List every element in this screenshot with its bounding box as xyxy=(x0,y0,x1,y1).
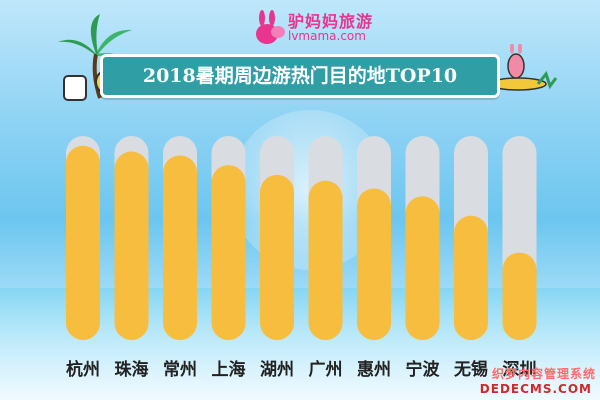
brand-domain: lvmama.com xyxy=(288,29,366,43)
bar-深圳 xyxy=(502,252,537,340)
brand-logo: 驴妈妈旅游 lvmama.com xyxy=(248,6,388,50)
category-label: 无锡 xyxy=(454,360,488,380)
surfing-rabbit-icon xyxy=(489,44,558,91)
title-banner: 2018暑期周边游热门目的地TOP10 xyxy=(100,54,500,98)
bar-无锡 xyxy=(454,215,488,340)
bar-宁波 xyxy=(405,196,440,340)
category-label: 常州 xyxy=(163,360,197,380)
bar-杭州 xyxy=(66,145,100,340)
watermark-domain: DEDECMS.COM xyxy=(479,382,592,396)
bar-湖州 xyxy=(260,174,294,340)
category-label: 宁波 xyxy=(405,360,440,380)
bar-惠州 xyxy=(357,188,391,340)
brand-name: 驴妈妈旅游 xyxy=(288,12,374,31)
bar-上海 xyxy=(211,165,246,340)
category-label: 上海 xyxy=(211,360,246,380)
chart-title: 2018暑期周边游热门目的地TOP10 xyxy=(142,65,458,87)
category-label: 广州 xyxy=(308,360,343,380)
watermark-text: 织梦内容管理系统 xyxy=(491,367,596,381)
bar-珠海 xyxy=(114,151,149,340)
category-label: 杭州 xyxy=(66,360,100,380)
category-label: 惠州 xyxy=(357,360,391,380)
category-label: 珠海 xyxy=(114,360,149,380)
rabbit-logo-icon xyxy=(256,10,285,44)
category-label: 深圳 xyxy=(502,360,537,380)
category-label: 湖州 xyxy=(260,360,294,380)
bar-广州 xyxy=(308,180,343,340)
bar-常州 xyxy=(163,155,197,340)
